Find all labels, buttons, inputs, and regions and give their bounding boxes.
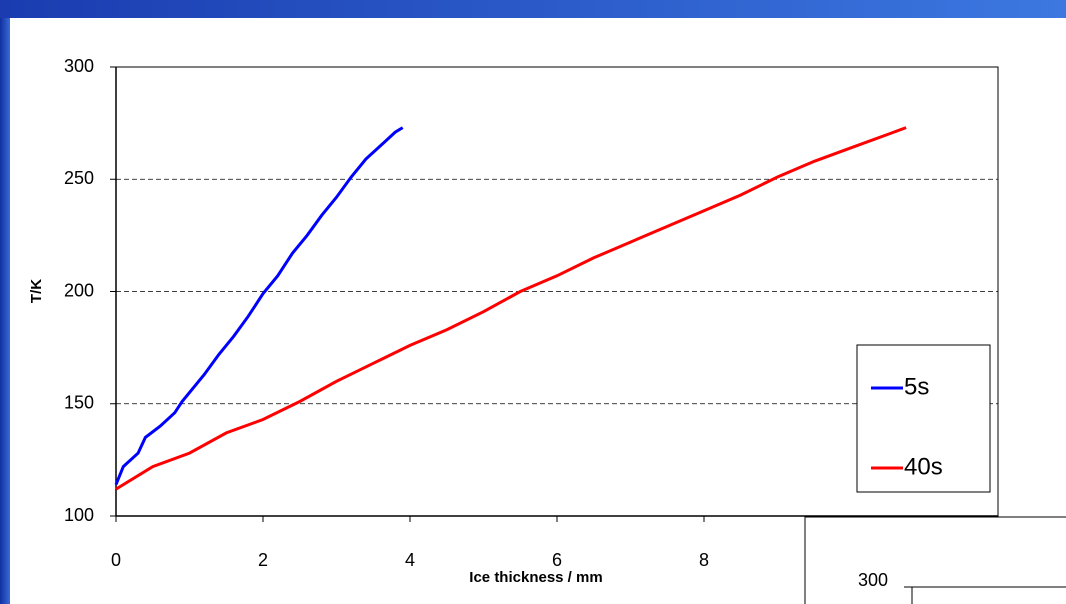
legend-label: 5s (904, 373, 929, 400)
legend-label: 40s (904, 453, 943, 480)
y-tick-label: 150 (64, 393, 94, 413)
legend-box (856, 344, 991, 493)
x-tick-label: 8 (699, 550, 709, 570)
inset-frame (804, 516, 1066, 604)
y-axis-label: T/K (28, 279, 45, 303)
x-tick-label: 4 (405, 550, 415, 570)
y-tick-label: 250 (64, 168, 94, 188)
y-tick-label: 100 (64, 505, 94, 525)
slide-top-bar (0, 0, 1066, 18)
y-tick-label: 200 (64, 280, 94, 300)
x-tick-label: 0 (111, 550, 121, 570)
x-axis-label: Ice thickness / mm (469, 569, 602, 586)
y-tick-label: 300 (858, 570, 888, 590)
series-line (115, 126, 907, 491)
x-tick-label: 6 (552, 550, 562, 570)
series-line (114, 126, 404, 486)
slide-panel (10, 18, 1066, 604)
x-tick-label: 2 (258, 550, 268, 570)
y-tick-label: 300 (64, 56, 94, 76)
